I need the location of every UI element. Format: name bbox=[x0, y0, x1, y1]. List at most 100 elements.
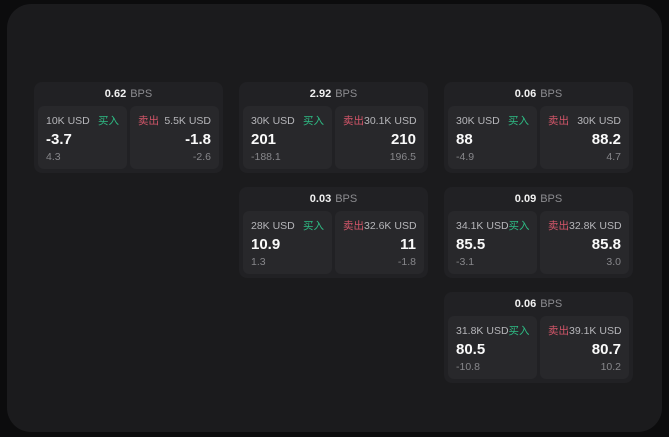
quote-card-grid: 0.62 BPS 10K USD 买入 -3.7 4.3 卖出 5.5K USD bbox=[34, 82, 633, 383]
buy-panel[interactable]: 30K USD 买入 201 -188.1 bbox=[243, 106, 332, 169]
buy-side-label: 买入 bbox=[303, 115, 324, 127]
app-surface: 0.62 BPS 10K USD 买入 -3.7 4.3 卖出 5.5K USD bbox=[7, 4, 662, 432]
buy-price: 85.5 bbox=[456, 236, 486, 253]
sell-panel[interactable]: 卖出 39.1K USD 80.7 10.2 bbox=[540, 316, 629, 379]
buy-amount: 30K USD bbox=[456, 114, 500, 127]
buy-price: 88 bbox=[456, 131, 473, 148]
bps-header: 0.09 BPS bbox=[448, 187, 629, 211]
buy-panel-header: 30K USD 买入 bbox=[251, 113, 324, 128]
sell-panel-header: 卖出 30.1K USD bbox=[343, 113, 417, 128]
sell-sub-value: 10.2 bbox=[600, 361, 621, 373]
bps-header: 0.03 BPS bbox=[243, 187, 424, 211]
sell-price: 80.7 bbox=[591, 341, 621, 358]
sell-price: 85.8 bbox=[591, 236, 621, 253]
buy-panel-header: 31.8K USD 买入 bbox=[456, 323, 530, 338]
buy-price: 201 bbox=[251, 131, 277, 148]
buy-amount: 34.1K USD bbox=[456, 219, 509, 232]
sell-side-label: 卖出 bbox=[548, 115, 569, 127]
sell-price: 88.2 bbox=[591, 131, 621, 148]
buy-panel-header: 30K USD 买入 bbox=[456, 113, 529, 128]
sell-sub-value: 196.5 bbox=[389, 151, 416, 163]
bps-header: 0.06 BPS bbox=[448, 292, 629, 316]
bps-value: 0.06 bbox=[514, 88, 537, 100]
sell-sub-value: 4.7 bbox=[606, 151, 621, 163]
sell-panel-header: 卖出 5.5K USD bbox=[138, 113, 211, 128]
quote-card: 0.03 BPS 28K USD 买入 10.9 1.3 卖出 32.6K US… bbox=[239, 187, 428, 278]
buy-panel-header: 28K USD 买入 bbox=[251, 218, 324, 233]
sell-amount: 32.6K USD bbox=[364, 219, 417, 232]
sell-amount: 5.5K USD bbox=[164, 114, 211, 127]
sell-side-label: 卖出 bbox=[548, 325, 569, 337]
buy-amount: 30K USD bbox=[251, 114, 295, 127]
quote-card: 0.62 BPS 10K USD 买入 -3.7 4.3 卖出 5.5K USD bbox=[34, 82, 223, 173]
sell-price: 210 bbox=[390, 131, 416, 148]
buy-price: 80.5 bbox=[456, 341, 486, 358]
sell-amount: 30K USD bbox=[577, 114, 621, 127]
bps-unit-label: BPS bbox=[335, 193, 358, 205]
buy-panel-header: 34.1K USD 买入 bbox=[456, 218, 530, 233]
buy-sub-value: 1.3 bbox=[251, 256, 266, 268]
buy-panel[interactable]: 34.1K USD 买入 85.5 -3.1 bbox=[448, 211, 537, 274]
quote-card-body: 30K USD 买入 88 -4.9 卖出 30K USD 88.2 4.7 bbox=[448, 106, 629, 169]
sell-panel[interactable]: 卖出 32.6K USD 11 -1.8 bbox=[335, 211, 424, 274]
bps-value: 2.92 bbox=[309, 88, 332, 100]
sell-panel[interactable]: 卖出 32.8K USD 85.8 3.0 bbox=[540, 211, 629, 274]
sell-sub-value: -2.6 bbox=[192, 151, 211, 163]
buy-side-label: 买入 bbox=[98, 115, 119, 127]
bps-unit-label: BPS bbox=[540, 193, 563, 205]
sell-panel[interactable]: 卖出 30K USD 88.2 4.7 bbox=[540, 106, 629, 169]
bps-header: 0.06 BPS bbox=[448, 82, 629, 106]
buy-side-label: 买入 bbox=[508, 115, 529, 127]
sell-side-label: 卖出 bbox=[138, 115, 159, 127]
sell-panel[interactable]: 卖出 30.1K USD 210 196.5 bbox=[335, 106, 424, 169]
sell-amount: 32.8K USD bbox=[569, 219, 622, 232]
buy-sub-value: -188.1 bbox=[251, 151, 281, 163]
sell-side-label: 卖出 bbox=[343, 115, 364, 127]
sell-sub-value: -1.8 bbox=[397, 256, 416, 268]
quote-card: 2.92 BPS 30K USD 买入 201 -188.1 卖出 30.1K … bbox=[239, 82, 428, 173]
buy-sub-value: -3.1 bbox=[456, 256, 475, 268]
buy-sub-value: 4.3 bbox=[46, 151, 61, 163]
sell-panel-header: 卖出 32.8K USD bbox=[548, 218, 622, 233]
sell-price: -1.8 bbox=[185, 131, 211, 148]
quote-card: 0.06 BPS 30K USD 买入 88 -4.9 卖出 30K USD bbox=[444, 82, 633, 173]
buy-amount: 31.8K USD bbox=[456, 324, 509, 337]
bps-value: 0.09 bbox=[514, 193, 537, 205]
buy-panel[interactable]: 28K USD 买入 10.9 1.3 bbox=[243, 211, 332, 274]
sell-panel-header: 卖出 30K USD bbox=[548, 113, 621, 128]
buy-side-label: 买入 bbox=[303, 220, 324, 232]
bps-value: 0.03 bbox=[309, 193, 332, 205]
bps-unit-label: BPS bbox=[540, 88, 563, 100]
bps-value: 0.06 bbox=[514, 298, 537, 310]
buy-panel[interactable]: 30K USD 买入 88 -4.9 bbox=[448, 106, 537, 169]
buy-side-label: 买入 bbox=[508, 220, 530, 232]
buy-sub-value: -10.8 bbox=[456, 361, 480, 373]
bps-header: 2.92 BPS bbox=[243, 82, 424, 106]
sell-panel[interactable]: 卖出 5.5K USD -1.8 -2.6 bbox=[130, 106, 219, 169]
buy-price: 10.9 bbox=[251, 236, 281, 253]
sell-sub-value: 3.0 bbox=[606, 256, 621, 268]
sell-side-label: 卖出 bbox=[548, 220, 569, 232]
quote-card-body: 34.1K USD 买入 85.5 -3.1 卖出 32.8K USD 85.8… bbox=[448, 211, 629, 274]
bps-header: 0.62 BPS bbox=[38, 82, 219, 106]
buy-sub-value: -4.9 bbox=[456, 151, 475, 163]
buy-price: -3.7 bbox=[46, 131, 72, 148]
bps-unit-label: BPS bbox=[130, 88, 153, 100]
buy-panel-header: 10K USD 买入 bbox=[46, 113, 119, 128]
sell-amount: 39.1K USD bbox=[569, 324, 622, 337]
quote-card: 0.06 BPS 31.8K USD 买入 80.5 -10.8 卖出 39.1… bbox=[444, 292, 633, 383]
buy-amount: 10K USD bbox=[46, 114, 90, 127]
quote-card: 0.09 BPS 34.1K USD 买入 85.5 -3.1 卖出 32.8K… bbox=[444, 187, 633, 278]
quote-card-body: 31.8K USD 买入 80.5 -10.8 卖出 39.1K USD 80.… bbox=[448, 316, 629, 379]
buy-panel[interactable]: 31.8K USD 买入 80.5 -10.8 bbox=[448, 316, 537, 379]
sell-side-label: 卖出 bbox=[343, 220, 364, 232]
bps-value: 0.62 bbox=[104, 88, 127, 100]
buy-panel[interactable]: 10K USD 买入 -3.7 4.3 bbox=[38, 106, 127, 169]
sell-price: 11 bbox=[400, 236, 416, 253]
quote-card-body: 10K USD 买入 -3.7 4.3 卖出 5.5K USD -1.8 -2.… bbox=[38, 106, 219, 169]
sell-panel-header: 卖出 39.1K USD bbox=[548, 323, 622, 338]
sell-panel-header: 卖出 32.6K USD bbox=[343, 218, 417, 233]
bps-unit-label: BPS bbox=[335, 88, 358, 100]
bps-unit-label: BPS bbox=[540, 298, 563, 310]
